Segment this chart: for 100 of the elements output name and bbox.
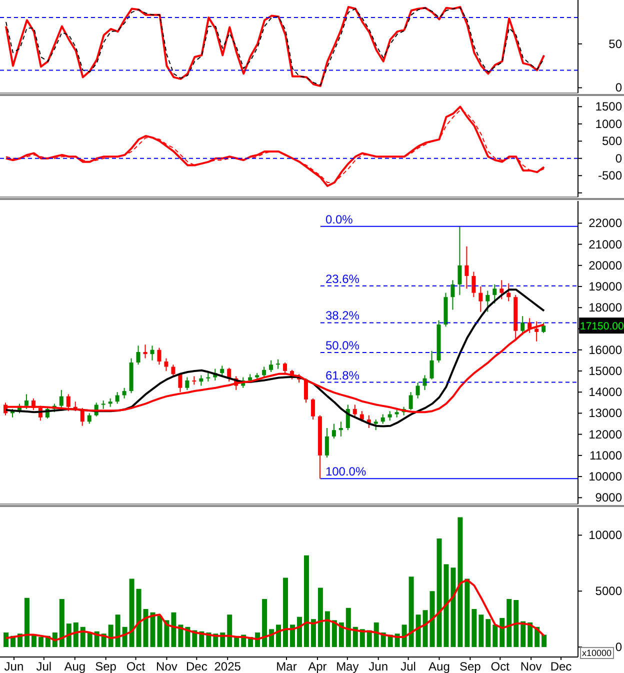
y-tick-label: 9000	[595, 490, 622, 505]
y-tick-label: 1000	[595, 116, 622, 131]
x-tick-label: Jun	[4, 660, 24, 673]
candlestick	[416, 382, 420, 399]
candlestick	[87, 412, 92, 424]
bar	[332, 620, 337, 648]
candlestick	[24, 394, 28, 410]
candlestick	[486, 290, 490, 312]
bar	[528, 622, 533, 648]
candlestick	[430, 350, 434, 380]
bar	[514, 600, 519, 648]
bar	[486, 619, 491, 648]
bar	[416, 614, 421, 648]
y-tick-label: 22000	[588, 216, 622, 230]
candlestick	[500, 280, 504, 300]
y-tick-label: 13000	[588, 406, 622, 420]
bar	[444, 564, 449, 648]
annotation: 50.0%	[325, 338, 360, 352]
y-tick-label: 10000	[588, 528, 622, 542]
candlestick	[332, 423, 336, 440]
candlestick	[150, 345, 154, 361]
x-tick-label: Nov	[156, 660, 178, 673]
bar	[458, 517, 463, 648]
y-tick-label: 18000	[588, 300, 622, 315]
candlestick	[143, 344, 148, 359]
y-tick-label: 0	[615, 80, 622, 95]
line-series	[4, 578, 546, 642]
bar	[464, 578, 470, 648]
candlestick	[304, 378, 308, 404]
candlestick	[492, 284, 497, 304]
bar	[227, 614, 232, 648]
annotation: 23.6%	[325, 272, 360, 286]
bar	[472, 609, 477, 648]
candlestick	[262, 366, 266, 378]
y-tick-label: 0	[615, 640, 622, 654]
candlestick	[422, 374, 427, 390]
x-tick-label: Jun	[368, 660, 388, 673]
annotation: 38.2%	[325, 308, 360, 323]
candlestick	[464, 246, 469, 290]
candlestick	[185, 376, 190, 390]
x-tick-label: Apr	[308, 660, 327, 673]
candlestick	[450, 280, 455, 310]
bar	[374, 622, 379, 648]
candlestick	[164, 358, 168, 372]
bar	[450, 568, 456, 648]
y-tick-label: -500	[598, 168, 622, 183]
candlestick	[520, 316, 525, 336]
y-tick-label: 10000	[588, 470, 622, 484]
candlestick	[478, 286, 483, 312]
x-tick-label: Sep	[95, 660, 117, 673]
y-tick-label: 16000	[588, 342, 622, 357]
bar	[500, 618, 505, 648]
bar	[171, 612, 176, 648]
bar	[283, 578, 288, 648]
candlestick	[408, 392, 413, 411]
bar	[31, 634, 36, 648]
candlestick	[472, 271, 476, 298]
bar	[87, 632, 92, 648]
multiplier-box: x10000	[580, 647, 614, 659]
x-tick-label: Dec	[186, 660, 208, 673]
bar	[506, 598, 512, 648]
y-tick-label: 15000	[588, 364, 622, 378]
y-tick-label: 21000	[588, 237, 622, 252]
candlestick	[458, 226, 462, 296]
candlestick	[59, 389, 64, 408]
bar	[346, 608, 351, 648]
bar	[66, 624, 72, 648]
candlestick	[310, 398, 315, 420]
candlestick	[338, 421, 343, 437]
x-tick-label: 2025	[214, 660, 242, 673]
bar	[3, 632, 8, 648]
bar	[73, 622, 78, 648]
text: 17150.00	[580, 320, 624, 333]
bar	[408, 576, 414, 648]
candlestick	[269, 360, 274, 373]
y-tick-label: 1500	[595, 100, 622, 114]
x-tick-label: Aug	[428, 660, 450, 673]
candlestick	[171, 364, 176, 378]
y-tick-label: 20000	[588, 258, 622, 272]
annotation: 61.8%	[325, 368, 360, 382]
x-tick-label: Nov	[520, 660, 542, 673]
candlestick	[220, 365, 224, 377]
x-tick-label: Mar	[276, 660, 297, 673]
bar	[115, 614, 120, 648]
candlestick	[324, 427, 329, 458]
x-tick-label: Aug	[64, 660, 86, 673]
candlestick	[283, 362, 288, 374]
y-tick-label: 0	[615, 151, 622, 166]
candlestick	[374, 419, 378, 431]
x-tick-label: Oct	[126, 660, 146, 673]
candlestick	[122, 387, 126, 399]
annotation: 0.0%	[325, 212, 354, 226]
candlestick	[157, 347, 162, 366]
bar	[318, 588, 323, 648]
y-tick-label: 500	[602, 134, 622, 148]
y-tick-label: 11000	[590, 448, 622, 462]
y-tick-label: 12000	[588, 427, 622, 442]
candlestick	[276, 358, 280, 370]
candlestick	[380, 414, 385, 424]
x-tick-label: Oct	[490, 660, 510, 673]
